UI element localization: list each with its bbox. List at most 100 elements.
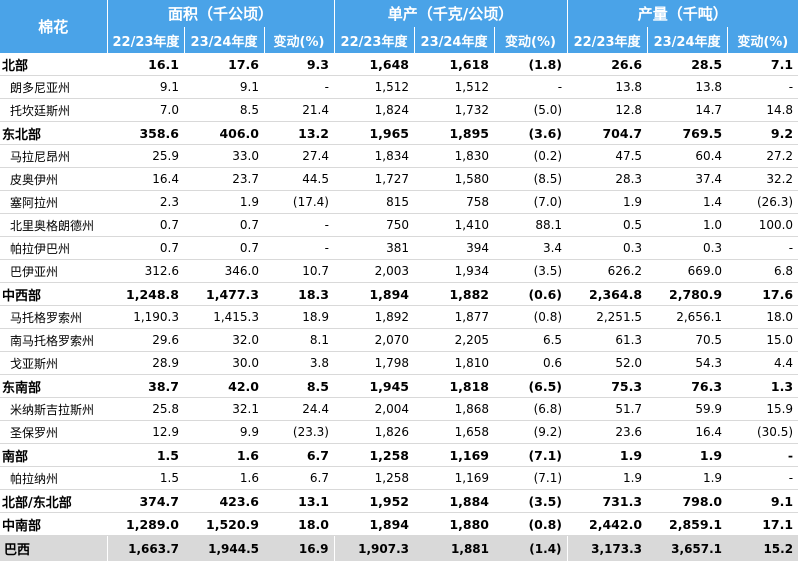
table-cell: (8.5) (494, 168, 567, 191)
table-cell: 1,658 (414, 421, 494, 444)
table-cell: 9.3 (264, 53, 334, 76)
table-cell: 60.4 (647, 145, 727, 168)
table-cell: 6.7 (264, 467, 334, 490)
table-cell: 1,580 (414, 168, 494, 191)
table-cell: 1,663.7 (107, 536, 184, 561)
table-cell: 1,907.3 (334, 536, 414, 561)
table-cell: 312.6 (107, 260, 184, 283)
table-cell: 2.3 (107, 191, 184, 214)
table-cell: 6.8 (727, 260, 798, 283)
table-cell: 1,824 (334, 99, 414, 122)
table-cell: (7.1) (494, 467, 567, 490)
table-cell: 1.9 (567, 467, 647, 490)
row-label: 塞阿拉州 (0, 191, 107, 214)
table-cell: 1,512 (414, 76, 494, 99)
table-cell: 2,004 (334, 398, 414, 421)
table-cell: - (727, 467, 798, 490)
table-cell: 1,894 (334, 513, 414, 536)
table-cell: 61.3 (567, 329, 647, 352)
table-cell: 1,248.8 (107, 283, 184, 306)
table-header: 棉花 面积（千公顷） 单产（千克/公顷） 产量（千吨） 22/23年度 23/2… (0, 0, 798, 53)
table-cell: 100.0 (727, 214, 798, 237)
table-cell: 2,442.0 (567, 513, 647, 536)
row-label: 托坎廷斯州 (0, 99, 107, 122)
table-cell: 1,727 (334, 168, 414, 191)
table-cell: (0.6) (494, 283, 567, 306)
table-cell: 15.9 (727, 398, 798, 421)
table-cell: 815 (334, 191, 414, 214)
table-cell: 1.9 (647, 444, 727, 467)
table-cell: 30.0 (184, 352, 264, 375)
table-cell: 381 (334, 237, 414, 260)
table-cell: 32.2 (727, 168, 798, 191)
table-cell: 1,834 (334, 145, 414, 168)
table-cell: 2,070 (334, 329, 414, 352)
row-label: 北里奥格朗德州 (0, 214, 107, 237)
table-cell: 1,818 (414, 375, 494, 398)
table-cell: 17.6 (184, 53, 264, 76)
table-cell: 14.8 (727, 99, 798, 122)
col-header: 22/23年度 (567, 27, 647, 53)
table-cell: - (264, 214, 334, 237)
table-cell: 798.0 (647, 490, 727, 513)
table-cell: 23.7 (184, 168, 264, 191)
table-cell: 1.6 (184, 444, 264, 467)
table-cell: 1.4 (647, 191, 727, 214)
table-cell: (6.8) (494, 398, 567, 421)
table-cell: 13.2 (264, 122, 334, 145)
table-cell: 8.5 (184, 99, 264, 122)
table-cell: 25.8 (107, 398, 184, 421)
table-cell: 14.7 (647, 99, 727, 122)
table-cell: 27.4 (264, 145, 334, 168)
table-cell: 1,868 (414, 398, 494, 421)
table-cell: 12.9 (107, 421, 184, 444)
row-label: 皮奥伊州 (0, 168, 107, 191)
group-area-header: 面积（千公顷） (107, 0, 334, 27)
col-header: 23/24年度 (647, 27, 727, 53)
table-cell: 2,656.1 (647, 306, 727, 329)
table-cell: 750 (334, 214, 414, 237)
table-cell: 59.9 (647, 398, 727, 421)
table-cell: (9.2) (494, 421, 567, 444)
table-cell: 76.3 (647, 375, 727, 398)
table-cell: 88.1 (494, 214, 567, 237)
table-cell: 9.9 (184, 421, 264, 444)
row-label: 南部 (0, 444, 107, 467)
table-cell: (17.4) (264, 191, 334, 214)
table-cell: 17.1 (727, 513, 798, 536)
row-label: 帕拉纳州 (0, 467, 107, 490)
table-cell: - (727, 444, 798, 467)
table-cell: - (264, 237, 334, 260)
row-label: 圣保罗州 (0, 421, 107, 444)
table-cell: 52.0 (567, 352, 647, 375)
table-cell: 10.7 (264, 260, 334, 283)
table-cell: 24.4 (264, 398, 334, 421)
table-cell: 1,520.9 (184, 513, 264, 536)
table-cell: 1,258 (334, 444, 414, 467)
table-cell: 2,364.8 (567, 283, 647, 306)
table-cell: (6.5) (494, 375, 567, 398)
table-cell: 6.5 (494, 329, 567, 352)
table-cell: (5.0) (494, 99, 567, 122)
table-cell: 1,798 (334, 352, 414, 375)
table-cell: 0.3 (647, 237, 727, 260)
table-cell: 1,952 (334, 490, 414, 513)
table-cell: 7.0 (107, 99, 184, 122)
row-label: 中西部 (0, 283, 107, 306)
table-cell: 3.8 (264, 352, 334, 375)
table-cell: 1,826 (334, 421, 414, 444)
col-header: 变动(%) (494, 27, 567, 53)
table-cell: (26.3) (727, 191, 798, 214)
table-cell: 28.5 (647, 53, 727, 76)
table-cell: - (494, 76, 567, 99)
